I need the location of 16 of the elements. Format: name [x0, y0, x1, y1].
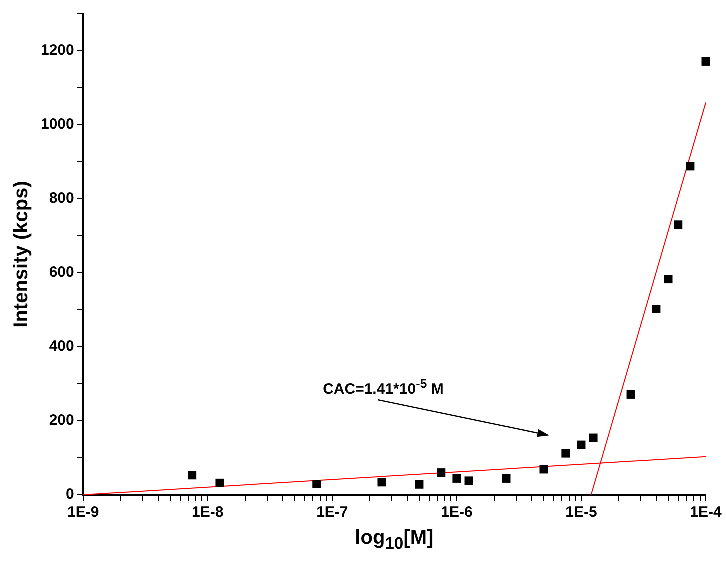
y-tick-label: 800: [49, 190, 74, 208]
x-tick-label: 1E-9: [68, 504, 100, 522]
y-tick-label: 400: [49, 338, 74, 356]
y-tick-label: 200: [49, 412, 74, 430]
x-tick-label: 1E-7: [316, 504, 348, 522]
x-tick-label: 1E-6: [441, 504, 473, 522]
x-axis-title: log$_{10}$[M]: [355, 527, 434, 554]
annotation: CAC=1.41*10$^{-5}$ M: [323, 377, 444, 398]
x-tick-label: 1E-4: [690, 504, 722, 522]
x-tick-label: 1E-5: [566, 504, 598, 522]
y-tick-label: 1200: [40, 42, 74, 60]
y-tick-label: 1000: [40, 116, 74, 134]
x-tick-label: 1E-8: [192, 504, 224, 522]
y-axis-title: Intensity (kcps): [10, 181, 33, 328]
y-tick-label: 600: [49, 264, 74, 282]
y-tick-label: 0: [66, 486, 74, 504]
